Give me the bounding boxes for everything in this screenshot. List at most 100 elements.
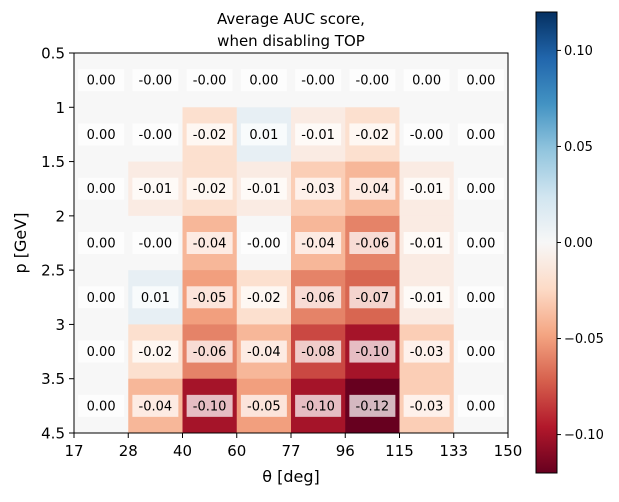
cell-value-label: -0.01 [410,237,444,252]
cell-value-label: 0.00 [87,291,116,306]
cell-label-box [186,123,233,146]
cell-label-box [240,394,287,417]
heatmap-cell-labels: 0.00 -0.00 -0.00 0.00 -0.00 -0.00 0.00 0.00 0.00… [78,69,504,417]
cell-label-box [240,69,287,92]
cell-value-label: -0.06 [301,291,335,306]
cell-value-label: 0.00 [412,74,441,89]
cell-label-box [295,394,342,417]
cell-value-label: -0.04 [139,399,173,414]
cell-value-label: 0.00 [249,74,278,89]
cell-label-box [349,123,396,146]
cell-value-label: -0.10 [301,399,335,414]
y-tick-label: 4.5 [41,425,65,443]
cell-value-label: 0.00 [87,399,116,414]
y-tick-label: 1.5 [41,153,65,171]
cell-label-box [457,69,504,92]
cell-value-label: -0.01 [410,291,444,306]
cell-value-label: -0.02 [139,345,173,360]
cell-value-label: 0.00 [87,74,116,89]
cell-value-label: -0.00 [301,74,335,89]
cell-label-box [78,232,125,254]
cell-label-box [78,123,125,146]
cell-value-label: -0.00 [139,237,173,252]
y-axis-ticks: 0.5 1 1.5 2 2.5 3 3.5 4.5 [41,45,74,443]
cell-value-label: -0.00 [139,128,173,143]
colorbar-tick-label: 0.05 [564,140,593,155]
cell-label-box [240,123,287,146]
cell-value-label: -0.00 [247,237,281,252]
cell-value-label: -0.05 [193,291,227,306]
cell-label-box [457,232,504,254]
x-tick-label: 133 [439,442,468,460]
cell-label-box [349,340,396,363]
y-tick-label: 2.5 [41,262,65,280]
cell-label-box [403,286,450,309]
x-tick-label: 96 [336,442,355,460]
cell-label-box [295,69,342,92]
colorbar-tick-label: 0.10 [564,44,593,59]
cell-label-box [78,177,125,200]
cell-label-box [240,232,287,254]
cell-label-box [132,232,179,254]
cell-value-label: -0.03 [410,399,444,414]
cell-label-box [457,394,504,417]
cell-label-box [457,340,504,363]
cell-value-label: 0.00 [466,74,495,89]
cell-value-label: 0.00 [466,128,495,143]
cell-label-box [403,394,450,417]
cell-value-label: 0.00 [87,182,116,197]
cell-value-label: -0.02 [193,128,227,143]
cell-label-box [240,177,287,200]
cell-value-label: -0.02 [356,128,390,143]
cell-label-box [186,394,233,417]
cell-label-box [403,69,450,92]
cell-label-box [240,340,287,363]
cell-value-label: 0.00 [466,399,495,414]
colorbar [535,11,558,474]
cell-value-label: -0.12 [356,399,390,414]
cell-label-box [132,123,179,146]
cell-label-box [403,232,450,254]
cell-label-box [186,340,233,363]
cell-label-box [295,340,342,363]
chart-title-line-1: Average AUC score, [217,10,365,28]
cell-label-box [403,177,450,200]
y-tick-label: 3 [55,316,65,334]
cell-value-label: 0.00 [466,291,495,306]
cell-label-box [349,177,396,200]
x-tick-label: 60 [227,442,246,460]
cell-label-box [78,394,125,417]
cell-value-label: 0.00 [87,237,116,252]
colorbar-tick-label: 0.00 [564,236,593,251]
cell-label-box [78,69,125,92]
cell-label-box [457,123,504,146]
cell-label-box [457,286,504,309]
cell-label-box [349,394,396,417]
x-tick-label: 17 [64,442,83,460]
cell-value-label: -0.00 [356,74,390,89]
x-tick-label: 150 [494,442,523,460]
cell-value-label: -0.02 [193,182,227,197]
cell-value-label: -0.00 [193,74,227,89]
cell-label-box [349,286,396,309]
cell-value-label: -0.00 [139,74,173,89]
x-tick-label: 115 [385,442,414,460]
cell-value-label: -0.01 [139,182,173,197]
cell-label-box [295,286,342,309]
cell-value-label: -0.06 [356,237,390,252]
cell-value-label: 0.00 [466,345,495,360]
cell-value-label: 0.00 [87,128,116,143]
cell-value-label: -0.07 [356,291,390,306]
x-axis-ticks: 17 28 40 60 77 96 115 133 150 [64,433,522,460]
cell-value-label: -0.03 [301,182,335,197]
cell-value-label: -0.01 [301,128,335,143]
cell-label-box [132,394,179,417]
cell-label-box [186,286,233,309]
cell-label-box [132,340,179,363]
cell-label-box [186,232,233,254]
cell-label-box [349,69,396,92]
cell-label-box [349,232,396,254]
cell-value-label: 0.01 [249,128,278,143]
cell-value-label: -0.04 [301,237,335,252]
